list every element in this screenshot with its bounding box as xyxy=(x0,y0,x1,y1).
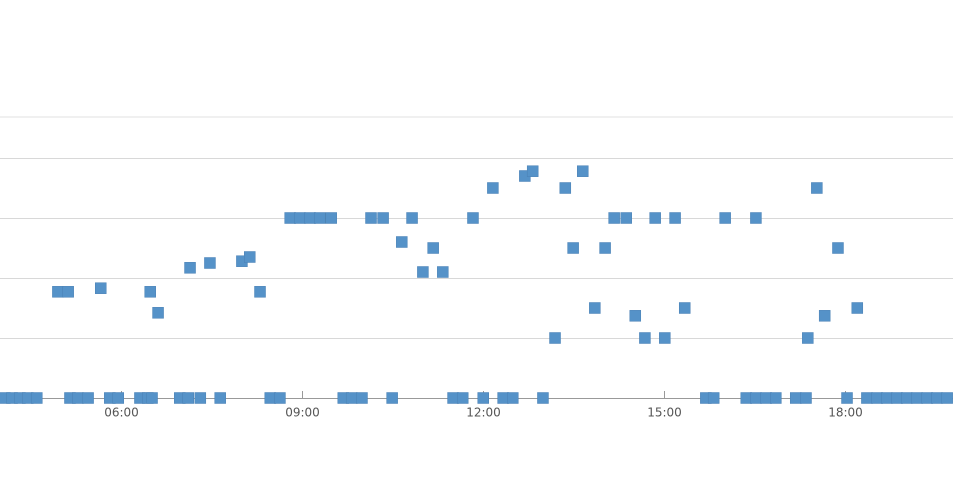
point xyxy=(740,392,753,404)
point xyxy=(467,212,479,224)
point xyxy=(921,392,934,404)
x-tick-label: 18:00 xyxy=(828,406,863,420)
point xyxy=(82,392,94,404)
point xyxy=(244,251,256,263)
point xyxy=(94,282,107,294)
point xyxy=(549,332,561,344)
point xyxy=(559,182,572,194)
point xyxy=(770,392,782,404)
point xyxy=(284,212,296,224)
point xyxy=(537,392,549,404)
point xyxy=(264,392,277,404)
point xyxy=(112,392,124,404)
point xyxy=(456,392,469,404)
x-tick-label: 15:00 xyxy=(647,406,682,420)
point xyxy=(620,212,632,224)
point xyxy=(931,392,943,404)
point xyxy=(526,165,539,177)
point xyxy=(881,392,893,404)
point xyxy=(639,332,651,344)
point xyxy=(365,212,377,224)
point xyxy=(487,182,499,194)
point xyxy=(52,286,64,298)
point xyxy=(62,286,74,298)
point xyxy=(313,212,326,224)
point xyxy=(377,212,389,224)
point xyxy=(900,392,913,404)
point xyxy=(871,392,883,404)
point xyxy=(832,242,844,254)
point xyxy=(861,392,873,404)
point xyxy=(599,242,611,254)
point xyxy=(356,392,368,404)
point xyxy=(214,392,226,404)
point xyxy=(144,286,156,298)
point xyxy=(589,302,601,314)
point xyxy=(577,165,589,177)
point xyxy=(477,392,489,404)
point xyxy=(254,286,266,298)
point xyxy=(497,392,509,404)
point xyxy=(811,182,823,194)
point xyxy=(72,392,84,404)
point xyxy=(294,212,306,224)
point xyxy=(669,212,681,224)
x-tick-label: 12:00 xyxy=(466,406,501,420)
point xyxy=(146,392,158,404)
point xyxy=(31,392,43,404)
point xyxy=(427,242,439,254)
point xyxy=(325,212,337,224)
point xyxy=(800,392,812,404)
point xyxy=(629,310,642,322)
point xyxy=(274,392,286,404)
point xyxy=(396,236,408,248)
point xyxy=(941,392,953,404)
point xyxy=(304,212,316,224)
point xyxy=(659,332,671,344)
point xyxy=(386,392,398,404)
point xyxy=(447,392,459,404)
point xyxy=(182,392,194,404)
point xyxy=(707,392,720,404)
point xyxy=(911,392,923,404)
point xyxy=(891,392,903,404)
point xyxy=(507,392,519,404)
point xyxy=(437,266,449,278)
point xyxy=(802,332,814,344)
point xyxy=(204,257,216,269)
point xyxy=(818,310,831,322)
point xyxy=(649,212,661,224)
point xyxy=(417,266,429,278)
point xyxy=(719,212,731,224)
point xyxy=(789,392,802,404)
point xyxy=(406,212,418,224)
x-tick-label: 06:00 xyxy=(104,406,139,420)
point xyxy=(567,242,579,254)
x-tick-label: 09:00 xyxy=(285,406,320,420)
point xyxy=(750,392,762,404)
point xyxy=(841,392,853,404)
point xyxy=(608,212,620,224)
point xyxy=(184,262,196,274)
point xyxy=(345,392,358,404)
point xyxy=(851,302,864,314)
point xyxy=(678,302,691,314)
point xyxy=(194,392,207,404)
point xyxy=(750,212,762,224)
point xyxy=(152,307,164,319)
point xyxy=(760,392,772,404)
